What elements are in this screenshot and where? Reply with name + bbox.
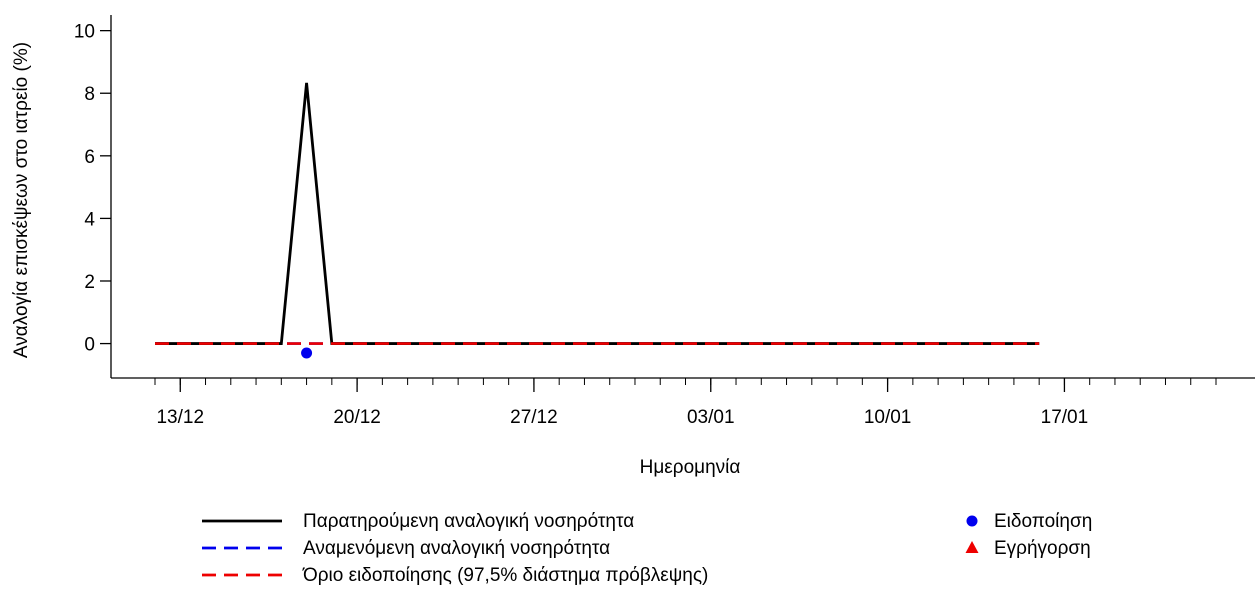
y-tick-label: 8 xyxy=(84,84,95,105)
x-tick-label: 03/01 xyxy=(687,407,735,428)
legend-label-observed: Παρατηρούμενη αναλογική νοσηρότητα xyxy=(303,511,634,532)
legend-label-alarm: Εγρήγορση xyxy=(994,538,1091,559)
y-axis-title: Αναλογία επισκέψεων στο ιατρείο (%) xyxy=(11,42,32,358)
y-tick-label: 4 xyxy=(84,209,95,230)
series-layer xyxy=(155,82,1040,359)
legend-label-alert: Ειδοποίηση xyxy=(994,511,1092,532)
x-tick-label: 20/12 xyxy=(333,407,381,428)
alert-marker xyxy=(301,347,313,359)
axes-layer xyxy=(110,15,1255,379)
legend-label-threshold: Όριο ειδοποίησης (97,5% διάστημα πρόβλεψ… xyxy=(302,565,708,586)
ticks-layer: 0 2 4 6 8 10 13/12 20/12 27/12 03/01 10/01 17/01 xyxy=(74,22,1217,428)
y-tick-label: 2 xyxy=(84,272,95,293)
x-tick-label: 17/01 xyxy=(1041,407,1089,428)
legend-label-expected: Αναμενόμενη αναλογική νοσηρότητα xyxy=(303,538,610,559)
legend-swatch-alert xyxy=(966,515,978,527)
y-tick-label: 6 xyxy=(84,147,95,168)
x-tick-label: 10/01 xyxy=(864,407,912,428)
x-tick-label: 13/12 xyxy=(156,407,204,428)
y-tick-label: 10 xyxy=(74,22,95,43)
legend-swatch-alarm xyxy=(965,541,979,553)
x-tick-label: 27/12 xyxy=(510,407,558,428)
observed-line xyxy=(155,82,1040,345)
legend: Παρατηρούμενη αναλογική νοσηρότητα Αναμεν… xyxy=(202,511,1092,586)
y-tick-label: 0 xyxy=(84,335,95,356)
x-axis-title: Ημερομηνία xyxy=(640,457,741,478)
